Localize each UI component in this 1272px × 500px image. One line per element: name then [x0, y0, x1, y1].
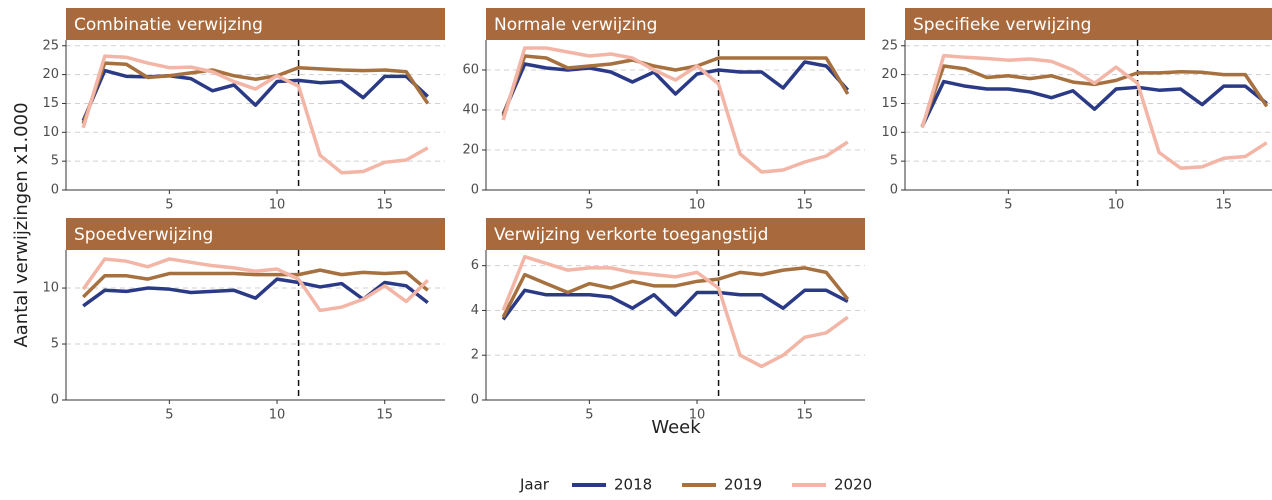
y-tick-label: 0 — [51, 183, 59, 198]
x-tick-label: 10 — [689, 408, 706, 423]
y-tick-label: 25 — [881, 38, 898, 53]
y-tick-label: 4 — [471, 303, 479, 318]
y-tick-label: 25 — [42, 38, 59, 53]
x-tick-label: 5 — [585, 408, 593, 423]
series-line — [920, 53, 1268, 170]
x-tick-label: 10 — [269, 408, 286, 423]
x-tick-label: 10 — [689, 198, 706, 213]
y-tick-label: 10 — [881, 125, 898, 140]
series-line — [501, 46, 849, 174]
y-tick-label: 20 — [462, 143, 479, 158]
y-tick-label: 0 — [51, 393, 59, 408]
series-line — [81, 68, 429, 122]
y-tick-label: 5 — [890, 154, 898, 169]
panel-title: Combinatie verwijzing — [74, 15, 263, 35]
x-tick-label: 15 — [1215, 198, 1232, 213]
strip — [486, 218, 865, 250]
series-line — [81, 61, 430, 125]
y-tick-label: 0 — [890, 183, 898, 198]
y-axis-label: Aantal verwijzingen x1.000 — [11, 102, 32, 347]
y-tick-label: 5 — [51, 154, 59, 169]
panel-title: Verwijzing verkorte toegangstijd — [494, 225, 768, 245]
panel-title: Specifieke verwijzing — [913, 15, 1091, 35]
y-tick-label: 6 — [471, 258, 479, 273]
strip — [66, 218, 445, 250]
x-tick-label: 5 — [165, 408, 173, 423]
strip — [905, 8, 1272, 40]
strip — [66, 8, 445, 40]
y-tick-label: 10 — [42, 125, 59, 140]
y-tick-label: 0 — [471, 183, 479, 198]
x-tick-label: 10 — [1108, 198, 1125, 213]
series-line — [81, 54, 429, 175]
series-line — [81, 257, 430, 313]
series-line — [920, 79, 1268, 128]
panel-title: Spoedverwijzing — [74, 225, 213, 245]
x-tick-label: 15 — [796, 408, 813, 423]
y-tick-label: 15 — [881, 96, 898, 111]
legend-label: 2019 — [724, 476, 762, 494]
y-tick-label: 0 — [471, 393, 479, 408]
series-line — [501, 288, 849, 321]
x-tick-label: 5 — [585, 198, 593, 213]
x-tick-label: 5 — [165, 198, 173, 213]
y-tick-label: 40 — [462, 103, 479, 118]
y-tick-label: 60 — [462, 63, 479, 78]
legend-title: Jaar — [519, 476, 550, 494]
strip — [486, 8, 865, 40]
x-tick-label: 10 — [269, 198, 286, 213]
series-line — [81, 268, 429, 299]
x-tick-label: 15 — [376, 408, 393, 423]
y-tick-label: 2 — [471, 348, 479, 363]
y-tick-label: 15 — [42, 96, 59, 111]
y-tick-label: 10 — [42, 281, 59, 296]
panel-title: Normale verwijzing — [494, 15, 657, 35]
series-line — [501, 254, 849, 369]
x-tick-label: 15 — [376, 198, 393, 213]
series-line — [501, 266, 850, 318]
x-axis-label: Week — [651, 417, 701, 438]
series-line — [501, 60, 850, 115]
y-tick-label: 5 — [51, 337, 59, 352]
series-line — [501, 54, 850, 117]
legend-label: 2020 — [834, 476, 872, 494]
x-tick-label: 5 — [1004, 198, 1012, 213]
y-tick-label: 20 — [42, 67, 59, 82]
legend-label: 2018 — [614, 476, 652, 494]
x-tick-label: 15 — [796, 198, 813, 213]
y-tick-label: 20 — [881, 67, 898, 82]
